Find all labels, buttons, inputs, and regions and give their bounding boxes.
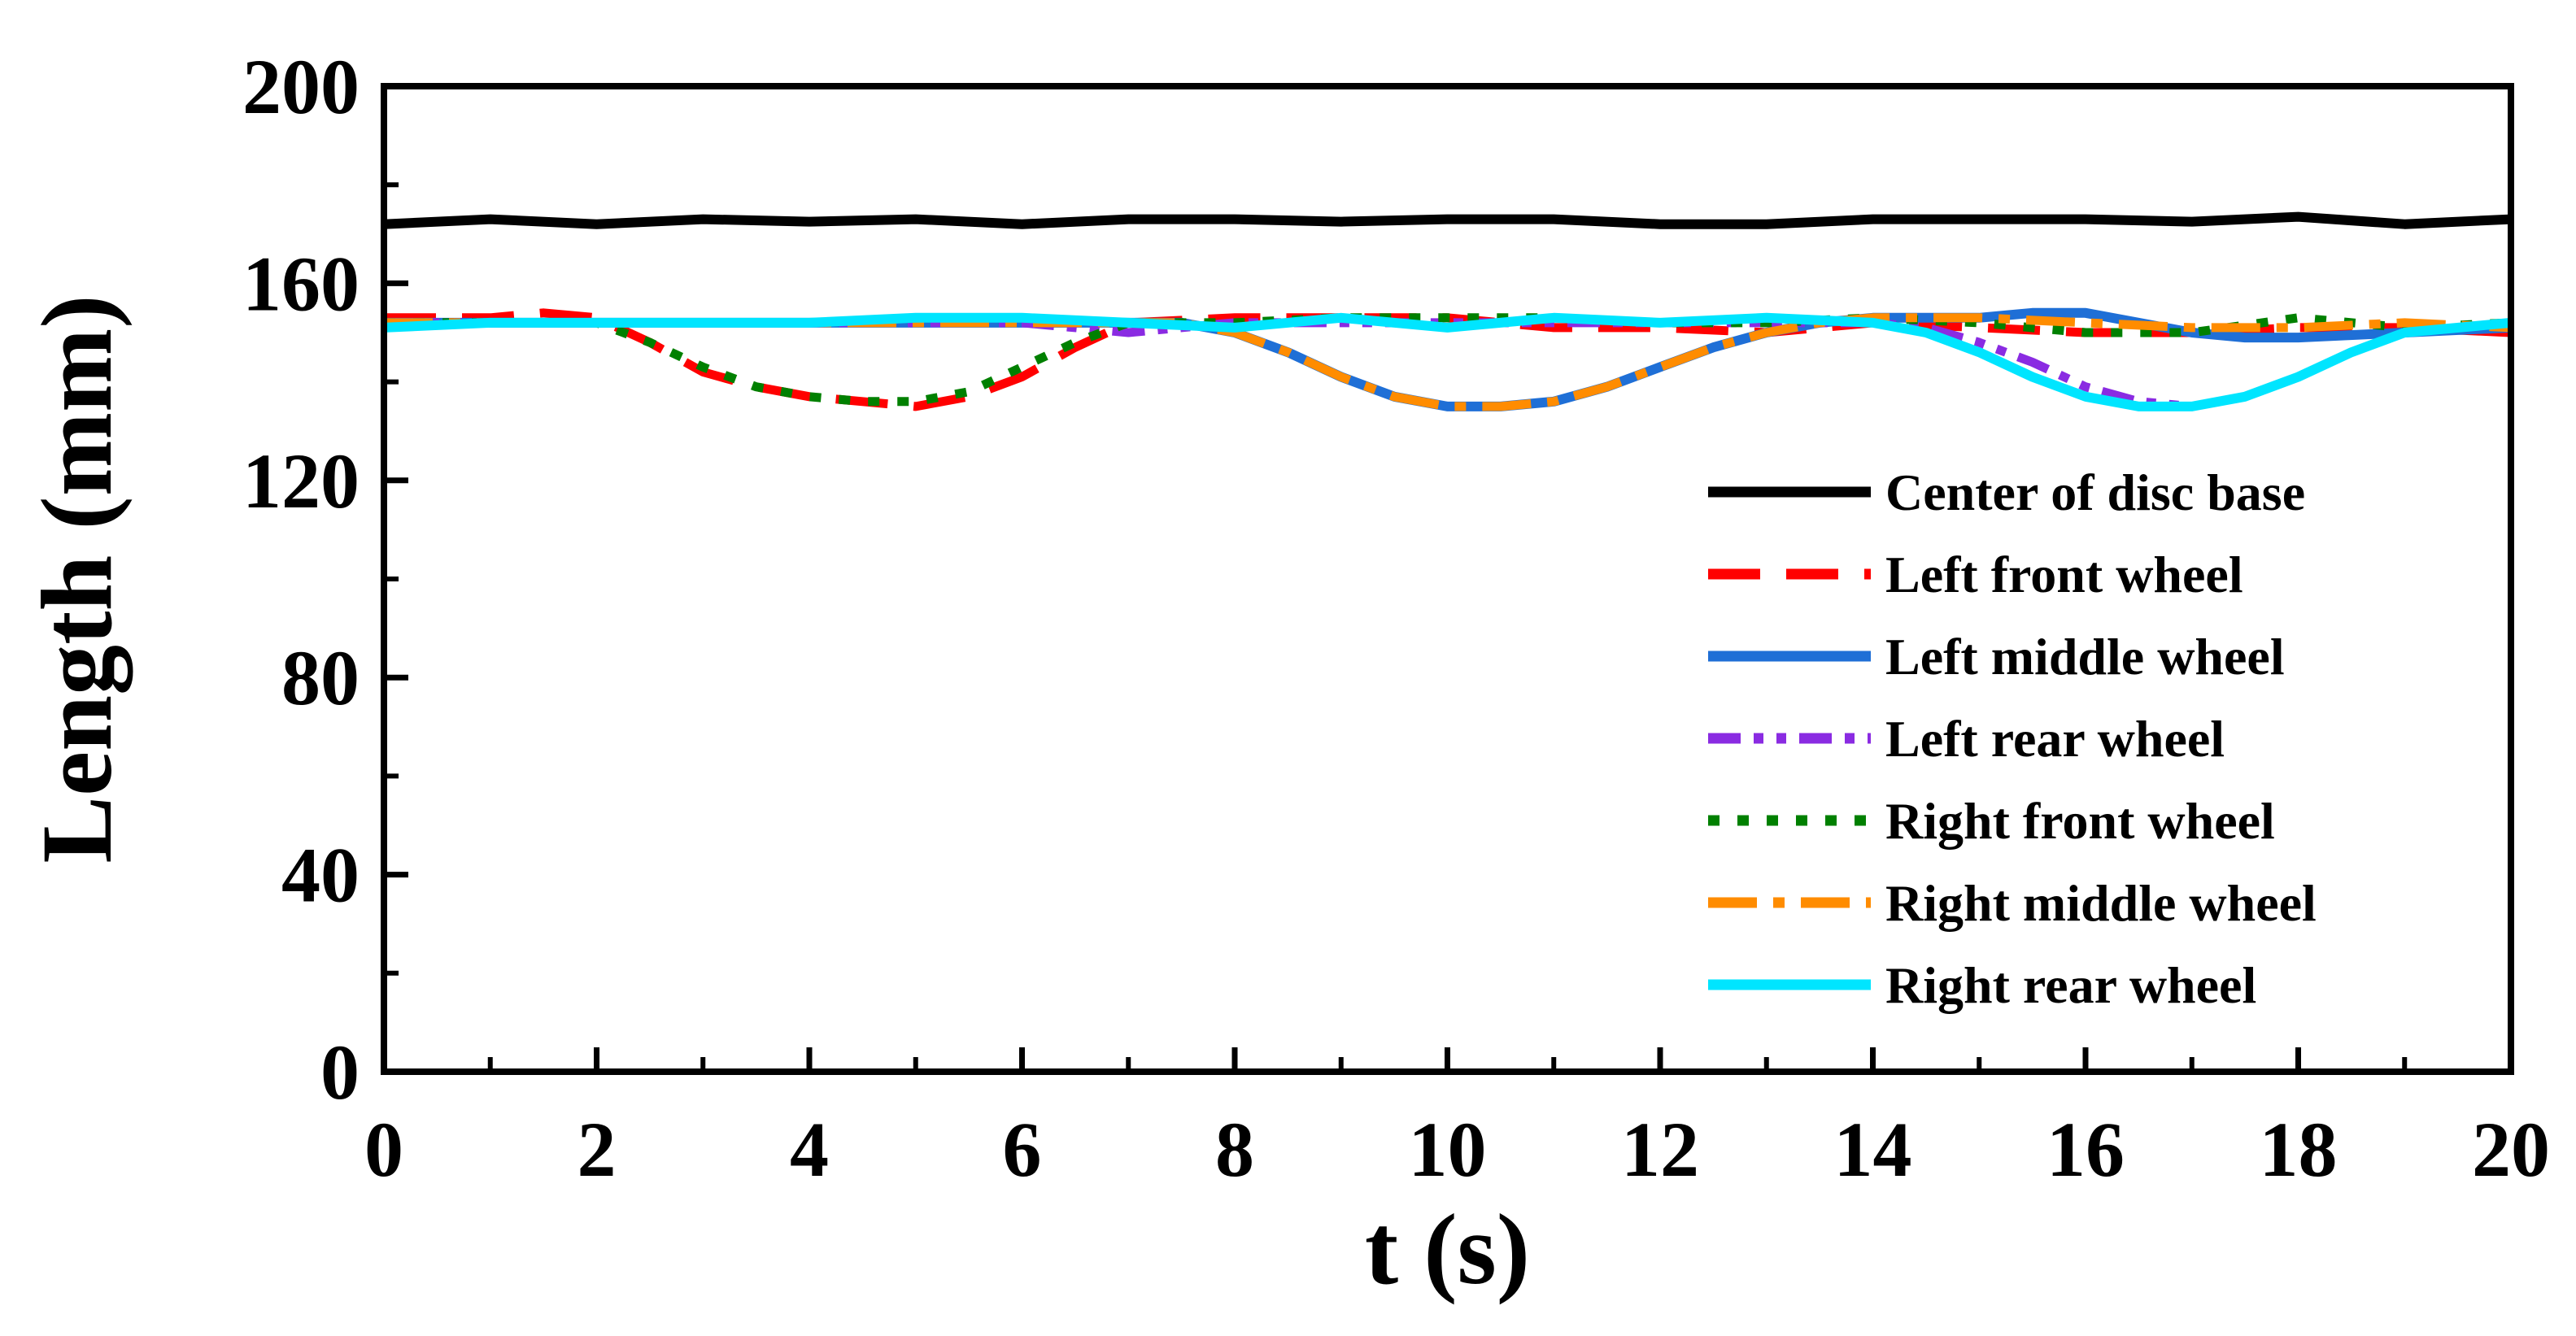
y-tick-label: 200 xyxy=(242,43,360,130)
y-tick-label: 160 xyxy=(242,240,360,327)
series-layer xyxy=(383,211,2512,411)
x-tick-label: 6 xyxy=(1003,1106,1042,1193)
x-tick-label: 2 xyxy=(578,1106,617,1193)
x-tick-label: 12 xyxy=(1621,1106,1699,1193)
x-tick-label: 10 xyxy=(1409,1106,1487,1193)
x-tick-label: 14 xyxy=(1834,1106,1912,1193)
legend-label-center-of-disc-base: Center of disc base xyxy=(1885,463,2305,521)
y-tick-label: 80 xyxy=(281,634,360,721)
x-tick-label: 8 xyxy=(1215,1106,1254,1193)
legend: Center of disc base Left front wheel Left … xyxy=(1708,463,2317,1014)
series-line-center-of-disc-base xyxy=(383,211,2512,229)
x-tick-label: 18 xyxy=(2260,1106,2338,1193)
y-tick-label: 120 xyxy=(242,437,360,524)
x-tick-label: 4 xyxy=(790,1106,829,1193)
legend-label-right-middle-wheel: Right middle wheel xyxy=(1885,874,2317,932)
series-line-right-rear-wheel xyxy=(383,312,2512,411)
legend-label-right-rear-wheel: Right rear wheel xyxy=(1885,956,2256,1014)
y-axis-title: Length (mm) xyxy=(21,294,133,863)
legend-label-left-front-wheel: Left front wheel xyxy=(1885,546,2243,603)
y-tick-label: 40 xyxy=(281,832,360,919)
x-tick-label: 0 xyxy=(364,1106,403,1193)
x-tick-label: 16 xyxy=(2046,1106,2125,1193)
y-tick-label: 0 xyxy=(320,1029,360,1116)
x-tick-label: 20 xyxy=(2472,1106,2550,1193)
x-axis-title: t (s) xyxy=(1365,1194,1530,1305)
legend-label-left-middle-wheel: Left middle wheel xyxy=(1885,628,2285,685)
legend-label-right-front-wheel: Right front wheel xyxy=(1885,792,2275,850)
legend-label-left-rear-wheel: Left rear wheel xyxy=(1885,710,2225,768)
